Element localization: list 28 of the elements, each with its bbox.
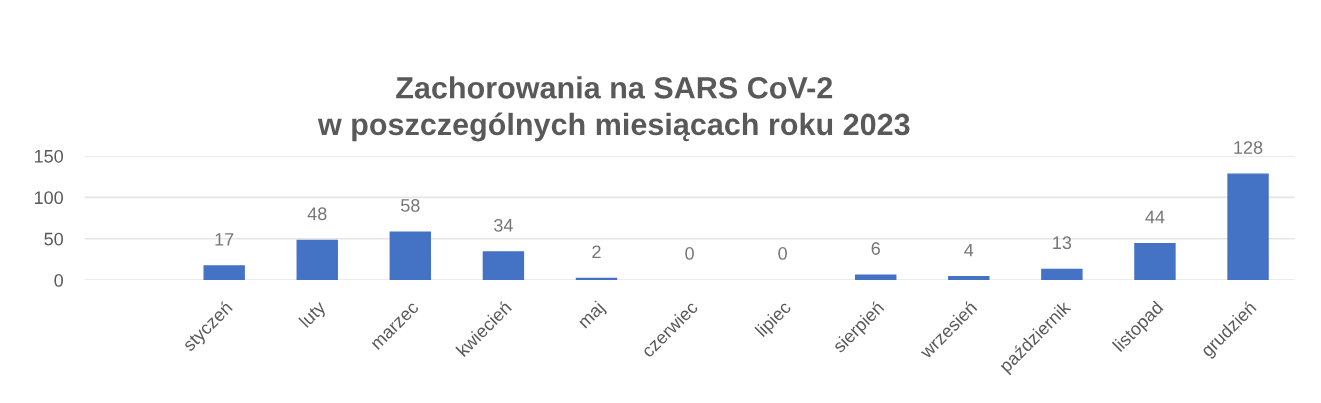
data-label: 6	[871, 242, 880, 255]
data-label: 34	[494, 218, 513, 232]
bar	[855, 274, 897, 281]
data-label: 44	[1145, 210, 1165, 224]
x-tick-label: maj	[576, 300, 608, 332]
y-tick-label: 150	[34, 149, 64, 163]
data-label: 13	[1053, 236, 1072, 250]
x-tick-label: luty	[298, 299, 330, 331]
bar	[203, 265, 245, 281]
data-label: 0	[778, 247, 787, 260]
bar	[296, 239, 338, 281]
y-tick-label: 50	[44, 232, 64, 246]
bar	[389, 231, 432, 281]
bar	[1041, 268, 1083, 281]
chart-title: Zachorowania na SARS CoV-2 w poszczególnych miesiącach roku 2023	[317, 76, 910, 142]
data-label: 48	[307, 207, 327, 221]
data-label: 0	[685, 247, 694, 260]
data-label: 17	[215, 233, 234, 246]
y-tick-label: 100	[34, 191, 64, 205]
data-label: 4	[964, 243, 974, 257]
bar	[1227, 173, 1269, 281]
bar	[948, 276, 990, 281]
bar	[482, 251, 525, 281]
data-label: 2	[592, 245, 601, 259]
data-label: 58	[401, 199, 420, 212]
data-label: 128	[1234, 141, 1263, 154]
y-tick-label: 0	[54, 274, 64, 287]
bar	[1134, 242, 1176, 281]
